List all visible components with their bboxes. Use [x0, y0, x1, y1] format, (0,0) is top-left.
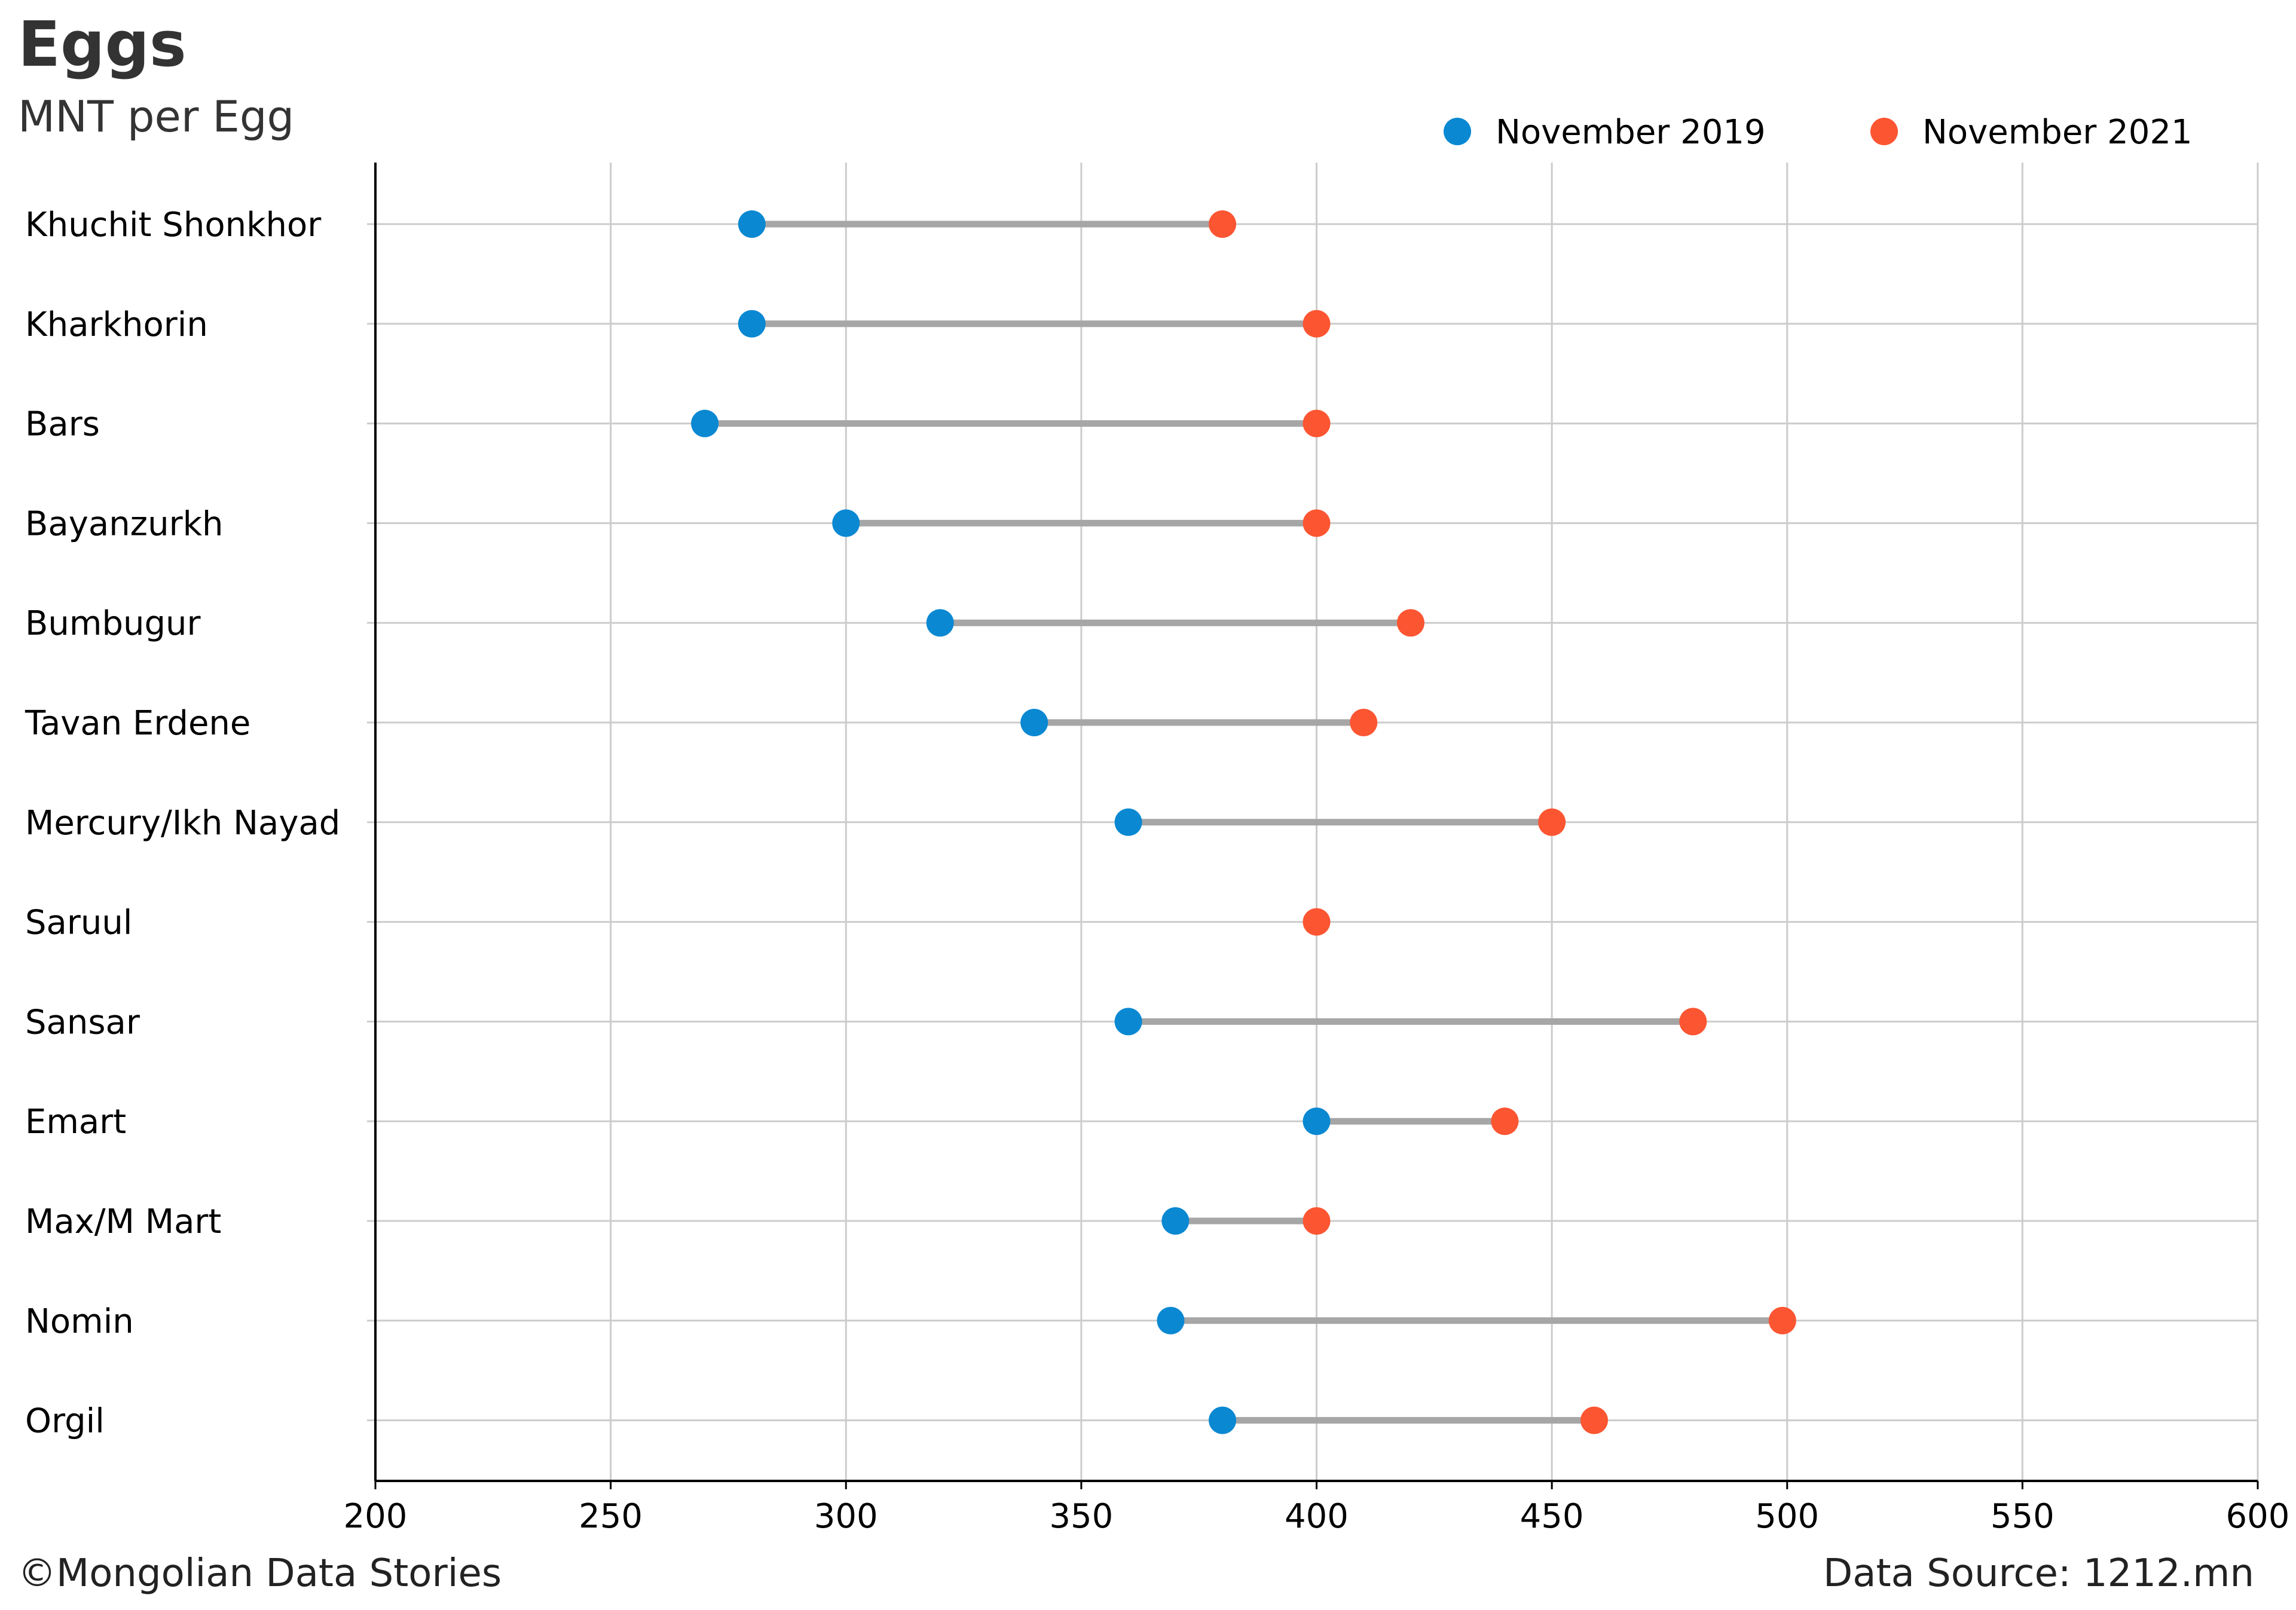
point-2021: [1209, 210, 1237, 238]
point-2019: [691, 409, 719, 437]
point-2021: [1350, 709, 1378, 736]
point-2019: [738, 210, 766, 238]
point-2019: [926, 609, 954, 637]
point-2019: [1303, 1107, 1331, 1135]
x-tick-label-300: 300: [814, 1497, 878, 1536]
category-label: Orgil: [25, 1402, 105, 1441]
category-label: Kharkhorin: [25, 305, 208, 344]
category-label: Emart: [25, 1103, 126, 1141]
connector-lines: [705, 221, 1783, 1424]
legend-2019: November 2019: [1444, 113, 1766, 152]
chart-subtitle: MNT per Egg: [18, 91, 295, 142]
x-tick-label-500: 500: [1755, 1497, 1819, 1536]
x-tick-label-550: 550: [1991, 1497, 2055, 1536]
category-label: Bars: [25, 405, 100, 444]
point-2021: [1580, 1406, 1608, 1434]
axes: [367, 163, 2259, 1489]
category-label: Sansar: [25, 1003, 140, 1042]
point-2021: [1303, 908, 1331, 936]
credit-text: ©Mongolian Data Stories: [18, 1551, 502, 1596]
point-2021: [1303, 409, 1331, 437]
legend-2021-marker: [1870, 118, 1898, 145]
point-2019: [1020, 709, 1048, 736]
chart-title: Eggs: [18, 8, 187, 81]
category-label: Tavan Erdene: [25, 704, 250, 743]
point-2021: [1303, 310, 1331, 338]
point-2019: [1114, 808, 1142, 836]
legend-2021-label: November 2021: [1922, 113, 2193, 152]
category-label: Nomin: [25, 1302, 134, 1341]
x-tick-label-350: 350: [1049, 1497, 1113, 1536]
category-label: Khuchit Shonkhor: [25, 206, 322, 244]
point-2019: [738, 310, 766, 338]
x-tick-label-600: 600: [2226, 1497, 2290, 1536]
x-tick-label-200: 200: [344, 1497, 408, 1536]
legend-2021: November 2021: [1870, 113, 2193, 152]
category-label: Bumbugur: [25, 604, 201, 643]
category-label: Saruul: [25, 904, 132, 942]
point-2019: [1114, 1008, 1142, 1036]
x-tick-label-250: 250: [579, 1497, 643, 1536]
category-label: Bayanzurkh: [25, 504, 224, 543]
point-2021: [1768, 1306, 1796, 1334]
category-label: Max/M Mart: [25, 1202, 221, 1241]
point-2021: [1679, 1008, 1707, 1036]
legend-2019-label: November 2019: [1496, 113, 1766, 152]
legend-2019-marker: [1444, 118, 1471, 145]
point-2021: [1303, 1207, 1331, 1235]
legend: November 2019 November 2021: [1444, 113, 2193, 152]
x-tick-label-400: 400: [1285, 1497, 1349, 1536]
category-label: Mercury/Ikh Nayad: [25, 804, 340, 843]
x-tick-label-450: 450: [1520, 1497, 1584, 1536]
data-points: [691, 210, 1796, 1434]
point-2019: [832, 509, 860, 537]
point-2021: [1491, 1107, 1519, 1135]
point-2021: [1303, 509, 1331, 537]
source-text: Data Source: 1212.mn: [1823, 1551, 2254, 1596]
point-2019: [1209, 1406, 1237, 1434]
point-2019: [1161, 1207, 1190, 1235]
point-2021: [1538, 808, 1566, 836]
point-2021: [1396, 609, 1424, 637]
point-2019: [1157, 1306, 1185, 1334]
axis-labels: 200 250 300 350 400 450 500 550 600 Khuchit Shonk…: [25, 206, 2289, 1536]
